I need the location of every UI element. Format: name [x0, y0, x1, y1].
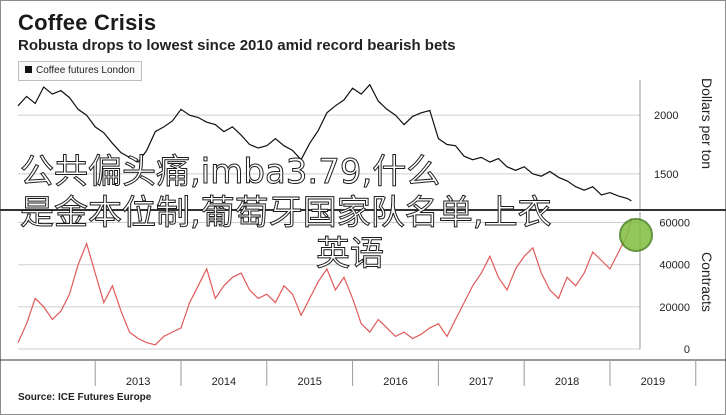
x-tick-label: 2016	[383, 376, 407, 388]
chart-legend: Coffee futures London	[18, 61, 142, 81]
upper-axis-title: Dollars per ton	[699, 78, 715, 169]
chart-title: Coffee Crisis	[18, 10, 157, 35]
upper-tick-label: 2000	[654, 110, 678, 122]
x-tick-label: 2018	[555, 376, 579, 388]
x-tick-label: 2017	[469, 376, 493, 388]
x-tick-label: 2015	[297, 376, 321, 388]
overlay-line-3: 英语	[316, 234, 385, 275]
x-axis: 2013 2014 2015 2016 2017 2018 2019	[0, 359, 726, 388]
lower-tick-label: 60000	[659, 218, 690, 230]
overlay-text: 公共偏头痛,imba3.79,什么 是金本位制,葡萄牙国家队名单,上衣 英语	[20, 152, 680, 275]
upper-panel: 1500 2000 Dollars per ton	[0, 78, 726, 211]
upper-tick-label: 1500	[654, 169, 678, 181]
legend-label: Coffee futures London	[36, 65, 135, 76]
lower-tick-label: 40000	[659, 260, 690, 272]
lower-tick-label: 0	[684, 344, 690, 356]
logo-watermark	[619, 218, 653, 252]
x-tick-label: 2019	[641, 376, 665, 388]
legend-swatch	[25, 66, 32, 73]
overlay-line-2: 是金本位制,葡萄牙国家队名单,上衣	[20, 193, 553, 234]
lower-axis-title: Contracts	[699, 252, 715, 312]
chart-subtitle: Robusta drops to lowest since 2010 amid …	[18, 37, 456, 54]
overlay-line-1: 公共偏头痛,imba3.79,什么	[20, 152, 441, 193]
lower-tick-label: 20000	[659, 302, 690, 314]
contracts-series-line	[17, 218, 632, 346]
x-tick-label: 2014	[212, 376, 236, 388]
price-series-line	[17, 83, 632, 202]
lower-panel: 0 20000 40000 60000 Contracts	[17, 212, 715, 356]
chart-source: Source: ICE Futures Europe	[18, 392, 152, 403]
x-tick-label: 2013	[126, 376, 150, 388]
